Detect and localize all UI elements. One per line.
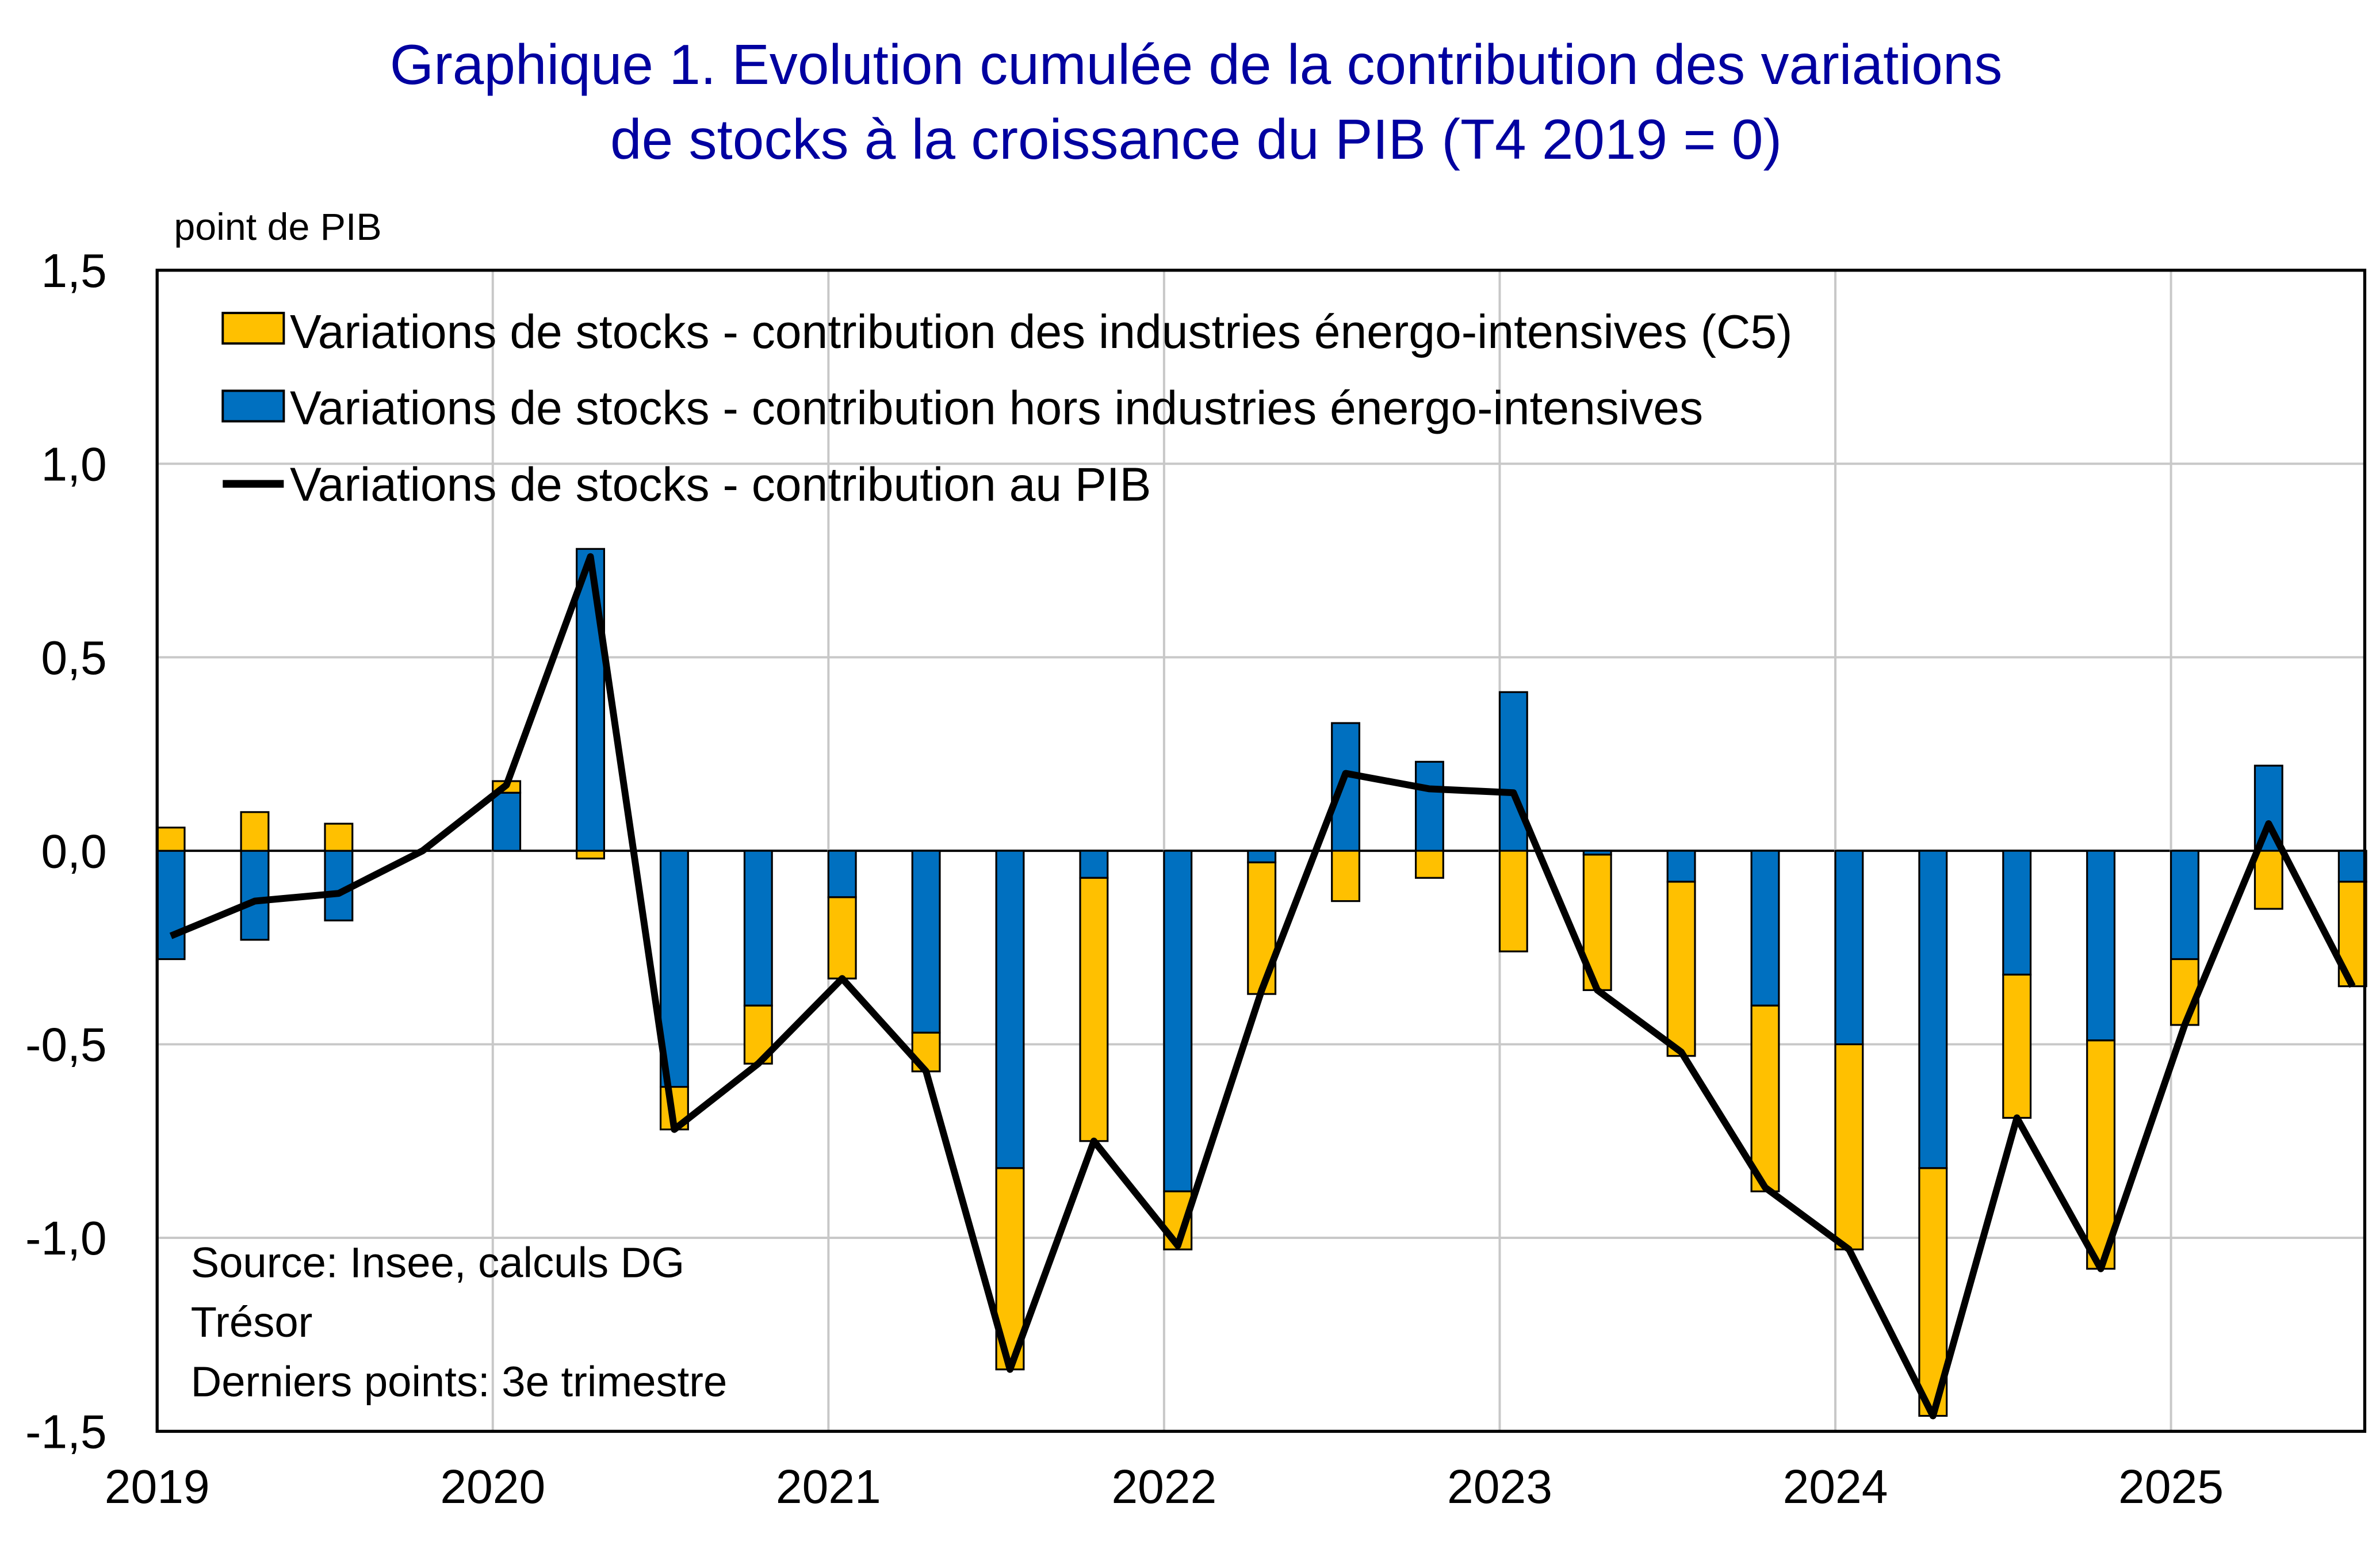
bar-c5 [1582,854,1612,991]
chart-title-line-1: Graphique 1. Evolution cumulée de la con… [390,33,2003,96]
line-point [1681,1051,1682,1053]
line-point [1093,1141,1095,1142]
x-tick-label: 2023 [1447,1461,1552,1513]
line-point [674,1129,675,1130]
bar-c5 [1414,850,1444,879]
line-point [2184,1024,2185,1026]
line-point [841,978,843,979]
x-tick-label: 2020 [440,1461,545,1513]
bar-c5 [156,827,186,852]
bar-hors-energo [1247,850,1277,863]
legend-label-c5: Variations de stocks - contribution des … [290,306,1792,358]
bar-hors-energo [911,850,941,1034]
bar-c5 [1750,1004,1780,1192]
line-point [925,1071,927,1072]
line-point [590,556,591,557]
bar-c5 [1498,850,1528,953]
source-note: Source: Insee, calculs DG Trésor Dernier… [191,1239,728,1406]
bars [156,548,2367,1417]
legend: Variations de stocks - contribution des … [221,306,1792,511]
line-series [169,553,2356,1420]
legend-swatch-c5 [221,312,285,345]
bar-c5 [827,896,857,980]
source-line-2: Trésor [191,1298,313,1346]
y-axis-label: point de PIB [174,206,381,248]
legend-label-pib: Variations de stocks - contribution au P… [290,458,1151,511]
bar-c5 [2086,1039,2116,1270]
line-point [1849,1249,1850,1250]
bar-hors-energo [156,850,186,961]
y-tick-label: 1,5 [41,245,106,297]
bar-c5 [1331,850,1361,902]
plot-frame [155,269,2367,1433]
bar-hors-energo [2170,850,2199,961]
y-tick-labels: 1,5 1,0 0,5 0,0 -0,5 -1,0 -1,5 [25,245,107,1459]
bar-hors-energo [1498,691,1528,852]
bar-c5 [324,823,354,852]
bar-hors-energo [1414,760,1444,852]
bar-c5 [576,850,606,860]
y-tick-label: 0,5 [41,632,106,684]
source-line-1: Source: Insee, calculs DG [191,1239,685,1287]
x-tick-label: 2024 [1783,1461,1888,1513]
bar-hors-energo [1079,850,1109,879]
bar-hors-energo [1163,850,1193,1192]
bar-hors-energo [1750,850,1780,1007]
bar-hors-energo [2337,850,2367,883]
bar-c5 [2253,850,2283,910]
bar-c5 [1666,881,1696,1057]
x-tick-labels: 2019 2020 2021 2022 2023 2024 2025 [105,1461,2224,1513]
bar-hors-energo [1666,850,1696,883]
y-tick-label: 0,0 [41,825,106,878]
y-tick-label: -1,0 [25,1213,107,1265]
bar-hors-energo [2002,850,2032,976]
bar-c5 [240,811,270,852]
legend-label-hors: Variations de stocks - contribution hors… [290,383,1703,435]
bar-c5 [2170,958,2199,1026]
y-tick-label: -0,5 [25,1019,107,1072]
bar-c5 [2002,973,2032,1119]
line-point [1345,773,1346,774]
x-tick-label: 2022 [1111,1461,1216,1513]
y-tick-label: -1,5 [25,1406,107,1459]
legend-swatch-hors [221,389,285,423]
y-tick-label: 1,0 [41,438,106,491]
bar-hors-energo [1918,850,1948,1169]
bar-hors-energo [576,548,606,852]
bar-hors-energo [995,850,1025,1169]
x-tick-label: 2025 [2118,1461,2224,1513]
chart-title-line-2: de stocks à la croissance du PIB (T4 201… [610,108,1782,171]
bar-hors-energo [827,850,857,898]
source-line-3: Derniers points: 3e trimestre [191,1357,728,1405]
x-tick-label: 2021 [776,1461,881,1513]
x-tick-label: 2019 [105,1461,210,1513]
bar-c5 [1834,1043,1864,1250]
bar-hors-energo [743,850,773,1007]
bar-hors-energo [240,850,270,941]
line-point [1765,1187,1766,1188]
bar-c5 [1079,877,1109,1142]
bar-hors-energo [492,791,522,852]
bar-hors-energo [1834,850,1864,1046]
bar-hors-energo [2086,850,2116,1042]
bar-hors-energo [1331,722,1361,852]
